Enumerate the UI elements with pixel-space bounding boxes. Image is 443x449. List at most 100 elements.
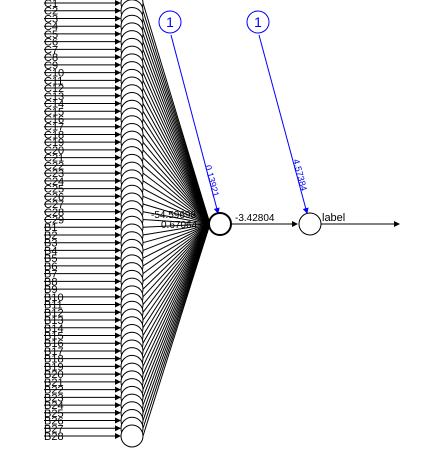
- bias-output-weight: 4.57384: [291, 158, 309, 192]
- input-label: B9: [44, 284, 57, 296]
- input-hidden-edge: [142, 134, 211, 225]
- input-hidden-edge: [142, 223, 211, 359]
- input-hidden-edge: [142, 180, 211, 225]
- input-hidden-edge: [142, 223, 211, 236]
- input-label: B11: [44, 300, 63, 312]
- input-hidden-edge: [142, 223, 211, 275]
- input-hidden-edge: [142, 72, 211, 225]
- bias-output-circle: [246, 10, 270, 34]
- input-label: B20: [44, 369, 64, 381]
- hidden-neuron: [208, 212, 232, 236]
- input-hidden-edge: [142, 211, 211, 225]
- input-hidden-edge: [142, 223, 211, 344]
- input-label: B22: [44, 385, 64, 397]
- input-hidden-edge: [142, 110, 211, 225]
- input-label: B8: [44, 276, 57, 288]
- input-label: C21: [44, 153, 64, 165]
- input-label: B12: [44, 307, 64, 319]
- hidden-to-output: -3.42804: [232, 213, 298, 227]
- output-label: label: [322, 212, 345, 224]
- input-hidden-edge: [142, 223, 211, 298]
- input-label: C12: [44, 83, 64, 95]
- input-label: C6: [44, 37, 58, 49]
- input-label: C9: [44, 60, 58, 72]
- bias-hidden-circle: [158, 10, 182, 34]
- input-hidden-edge: [142, 223, 211, 313]
- input-hidden-edge: [142, 118, 211, 225]
- input-hidden-edge: [142, 223, 211, 290]
- input-label: B26: [44, 416, 64, 428]
- input-label: C8: [44, 52, 58, 64]
- input-hidden-edge: [142, 203, 211, 225]
- input-edges: [142, 2, 211, 437]
- input-label: B15: [44, 330, 64, 342]
- output-neuron: [298, 212, 322, 236]
- input-label: C27: [44, 199, 64, 211]
- weight-label-2: 0.67064: [161, 220, 198, 231]
- input-label: C10: [44, 68, 64, 80]
- input-hidden-edge: [142, 188, 211, 225]
- input-hidden-edge: [142, 223, 211, 259]
- input-label: C4: [44, 21, 58, 33]
- input-hidden-edge: [142, 223, 211, 267]
- input-label: B24: [44, 400, 64, 412]
- input-label: C28: [44, 207, 64, 219]
- input-hidden-edge: [142, 141, 211, 225]
- bias-hidden-label: 1: [166, 14, 174, 30]
- input-label: B5: [44, 253, 57, 265]
- input-label: C24: [44, 176, 64, 188]
- input-hidden-edge: [142, 223, 211, 367]
- input-hidden-edge: [142, 223, 211, 352]
- input-hidden-edge: [142, 126, 211, 225]
- input-label: C25: [44, 184, 64, 196]
- input-label: C11: [44, 75, 63, 87]
- input-hidden-edge: [142, 223, 211, 305]
- input-label: C19: [44, 137, 64, 149]
- input-hidden-edge: [142, 223, 211, 321]
- input-label: B1: [44, 222, 57, 234]
- input-label: C1: [44, 0, 58, 10]
- input-label: B4: [44, 245, 57, 257]
- input-hidden-edge: [142, 80, 211, 225]
- bias-node-output: 1 4.57384: [246, 10, 309, 214]
- input-hidden-edge: [142, 87, 211, 225]
- input-label: C22: [44, 160, 64, 172]
- input-label: B3: [44, 238, 57, 250]
- input-label: B13: [44, 315, 64, 327]
- input-label: C3: [44, 13, 58, 25]
- input-hidden-edge: [142, 223, 211, 437]
- bias-hidden-edge: [170, 34, 220, 214]
- input-label: B23: [44, 392, 64, 404]
- input-hidden-edge: [142, 223, 211, 375]
- input-node: [120, 424, 144, 448]
- input-hidden-edge: [142, 149, 211, 225]
- input-label: C14: [44, 99, 64, 111]
- input-label: B18: [44, 354, 64, 366]
- input-label: C18: [44, 129, 64, 141]
- input-label: B17: [44, 346, 64, 358]
- input-hidden-edge: [142, 157, 211, 225]
- hidden-output-weight: -3.42804: [235, 213, 275, 224]
- input-label: B7: [44, 269, 57, 281]
- visible-weight-labels: -54.59698 0.67064: [151, 210, 198, 231]
- input-hidden-edge: [142, 223, 211, 244]
- input-hidden-edge: [142, 223, 211, 329]
- input-hidden-edge: [142, 172, 211, 225]
- input-label: B25: [44, 408, 64, 420]
- input-label: C2: [44, 6, 58, 18]
- input-hidden-edge: [142, 223, 211, 336]
- input-label: C13: [44, 91, 64, 103]
- input-label: C16: [44, 114, 64, 126]
- input-label: B27: [44, 423, 64, 435]
- input-hidden-edge: [142, 223, 211, 251]
- input-hidden-edge: [142, 223, 211, 228]
- input-hidden-edge: [142, 103, 211, 225]
- input-hidden-edge: [142, 164, 211, 225]
- bias-output-edge: [258, 34, 309, 214]
- input-label: C7: [44, 44, 58, 56]
- input-label: C26: [44, 191, 64, 203]
- input-hidden-edge: [142, 95, 211, 225]
- input-hidden-edge: [142, 64, 211, 225]
- input-label: C5: [44, 29, 58, 41]
